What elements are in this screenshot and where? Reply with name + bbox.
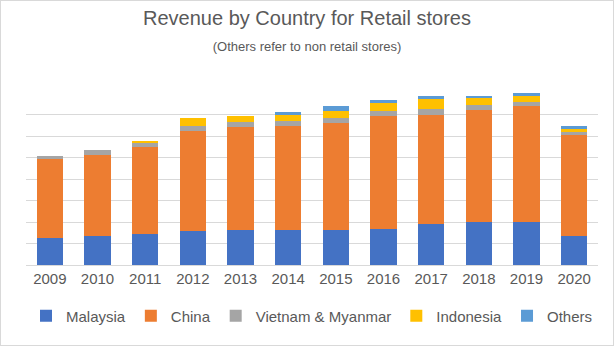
- svg-text:2014: 2014: [271, 270, 304, 287]
- svg-text:2019: 2019: [510, 270, 543, 287]
- svg-text:2017: 2017: [414, 270, 447, 287]
- svg-text:2020: 2020: [557, 270, 590, 287]
- svg-text:Malaysia: Malaysia: [66, 308, 126, 325]
- svg-text:2013: 2013: [224, 270, 257, 287]
- svg-text:2012: 2012: [176, 270, 209, 287]
- svg-text:Indonesia: Indonesia: [436, 308, 502, 325]
- svg-text:2016: 2016: [367, 270, 400, 287]
- svg-text:Revenue by Country for Retail: Revenue by Country for Retail stores(Oth…: [143, 7, 471, 54]
- svg-text:2015: 2015: [319, 270, 352, 287]
- svg-text:China: China: [171, 308, 211, 325]
- svg-text:2018: 2018: [462, 270, 495, 287]
- svg-text:2011: 2011: [129, 270, 161, 287]
- svg-text:Others: Others: [547, 308, 592, 325]
- svg-text:2010: 2010: [81, 270, 114, 287]
- svg-text:2009: 2009: [33, 270, 66, 287]
- svg-text:Vietnam & Myanmar: Vietnam & Myanmar: [256, 308, 392, 325]
